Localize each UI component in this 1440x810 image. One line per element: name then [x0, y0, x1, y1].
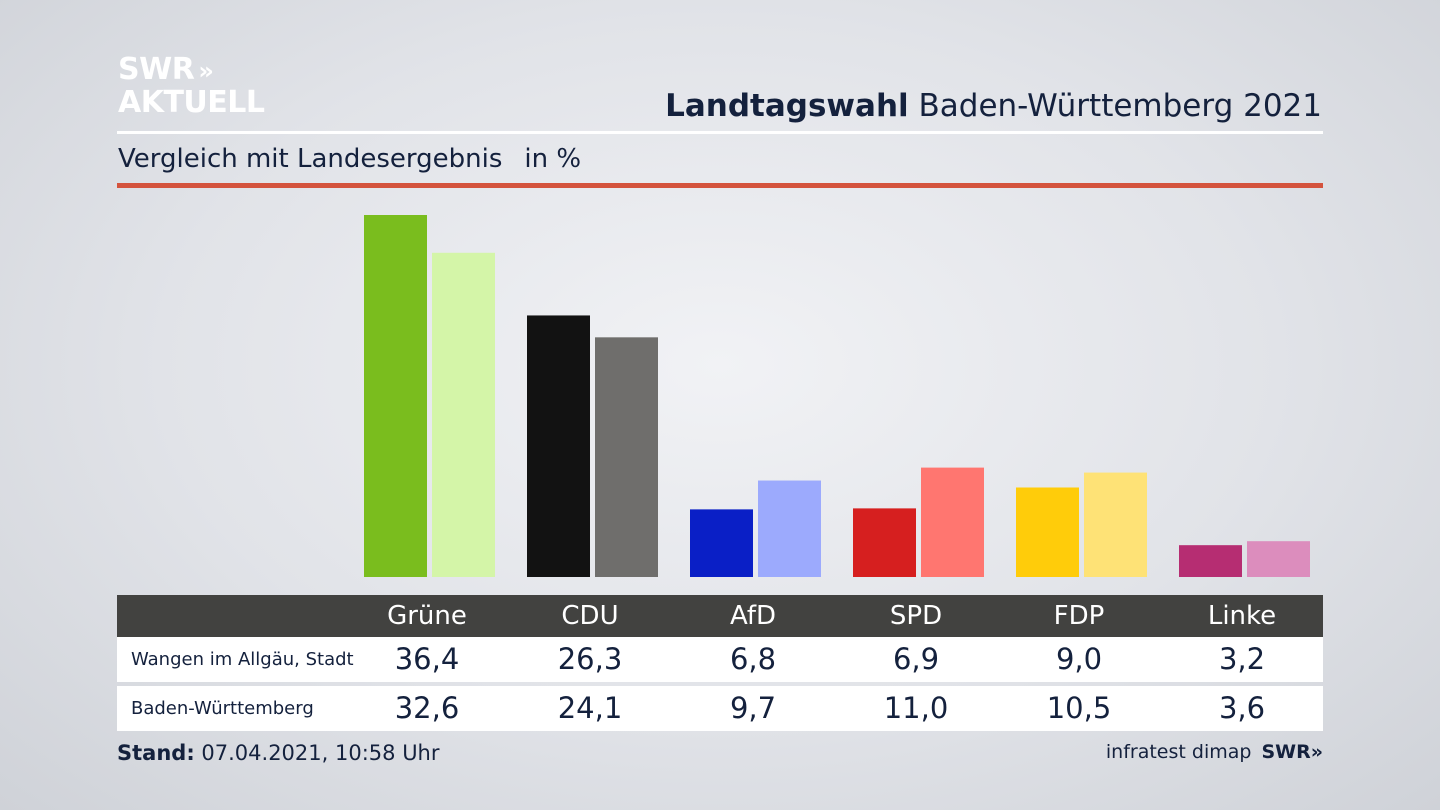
page-title: Landtagswahl Baden-Württemberg 2021 — [665, 88, 1322, 124]
stand-label: Stand: — [117, 741, 195, 765]
title-bold: Landtagswahl — [665, 88, 909, 124]
bar-gruene-state — [432, 252, 495, 578]
unit-label: in % — [524, 144, 582, 174]
col-header-fdp: FDP — [1053, 601, 1105, 631]
bar-gruene-local — [364, 215, 427, 577]
title-rest: Baden-Württemberg 2021 — [918, 88, 1322, 124]
bar-cdu-local — [527, 315, 590, 577]
swr-brand: SWR» — [1261, 741, 1323, 763]
col-header-gruene: Grüne — [387, 601, 467, 631]
col-header-linke: Linke — [1207, 601, 1277, 631]
stand-value: 07.04.2021, 10:58 Uhr — [201, 741, 440, 765]
col-header-cdu: CDU — [561, 601, 619, 631]
table-row: Wangen im Allgäu, Stadt 36,4 26,3 6,8 6,… — [117, 637, 1323, 682]
brand-chevron-icon: » — [1310, 741, 1323, 763]
table-cell: 9,0 — [1055, 642, 1103, 676]
source-credit: infratest dimap SWR» — [1106, 741, 1323, 763]
table-cell: 36,4 — [394, 642, 460, 676]
table-cell: 3,6 — [1218, 691, 1266, 725]
logo-line1: SWR — [118, 52, 195, 87]
table-cell: 3,2 — [1218, 642, 1266, 676]
col-header-afd: AfD — [729, 601, 777, 631]
table-cell: 11,0 — [883, 691, 949, 725]
bar-cdu-state — [595, 337, 658, 577]
table-cell: 6,9 — [892, 642, 940, 676]
row-label: Wangen im Allgäu, Stadt — [131, 649, 354, 670]
table-header: Grüne CDU AfD SPD FDP Linke — [117, 595, 1323, 637]
table-cell: 9,7 — [729, 691, 777, 725]
timestamp: Stand: 07.04.2021, 10:58 Uhr — [117, 741, 440, 765]
bar-fdp-state — [1084, 472, 1147, 577]
table-cell: 24,1 — [557, 691, 623, 725]
bar-linke-local — [1179, 545, 1242, 577]
bar-afd-local — [690, 509, 753, 577]
table-row: Baden-Württemberg 32,6 24,1 9,7 11,0 10,… — [117, 686, 1323, 731]
source-label: infratest dimap — [1105, 741, 1252, 763]
swr-aktuell-logo: SWR» AKTUELL — [118, 54, 265, 118]
bar-spd-state — [921, 467, 984, 577]
header-divider — [117, 131, 1323, 134]
table-cell: 26,3 — [557, 642, 623, 676]
table-cell: 6,8 — [729, 642, 777, 676]
logo-line2: AKTUELL — [118, 85, 265, 120]
table-cell: 32,6 — [394, 691, 460, 725]
subtitle: Vergleich mit Landesergebnis in % — [118, 144, 581, 174]
bar-linke-state — [1247, 541, 1310, 577]
row-label: Baden-Württemberg — [131, 698, 314, 719]
accent-divider — [117, 183, 1323, 188]
bar-fdp-local — [1016, 487, 1079, 577]
subtitle-text: Vergleich mit Landesergebnis — [118, 144, 503, 174]
table-cell: 10,5 — [1046, 691, 1112, 725]
bar-spd-local — [853, 508, 916, 577]
col-header-spd: SPD — [889, 601, 943, 631]
bar-afd-state — [758, 480, 821, 577]
brand-text: SWR — [1261, 741, 1311, 763]
